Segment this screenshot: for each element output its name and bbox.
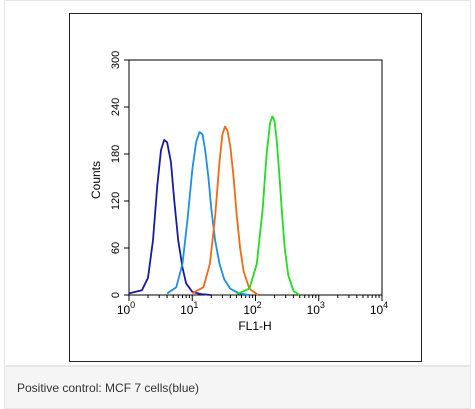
x-axis-label: FL1-H xyxy=(238,319,271,333)
x-tick-label: 101 xyxy=(180,300,198,317)
axes: 0 60 120 180 240 300 100 101 102 103 104 xyxy=(110,51,388,317)
histogram-line xyxy=(236,115,301,296)
x-tick-label: 100 xyxy=(117,300,135,317)
figure-frame: 0 60 120 180 240 300 100 101 102 103 104 Counts FL… xyxy=(4,0,471,366)
x-tick-label: 103 xyxy=(307,300,325,317)
chart-box: 0 60 120 180 240 300 100 101 102 103 104 Counts FL… xyxy=(69,13,422,362)
plot-area-border xyxy=(128,59,383,296)
x-tick-label: 102 xyxy=(243,300,261,317)
y-axis-label: Counts xyxy=(89,161,103,199)
y-tick-label: 300 xyxy=(110,51,122,69)
histogram-line xyxy=(128,139,212,296)
histogram-line xyxy=(166,131,250,296)
plot-lines xyxy=(128,115,301,296)
histogram-line xyxy=(191,125,259,296)
histogram-chart: 0 60 120 180 240 300 100 101 102 103 104 Counts FL… xyxy=(89,51,388,333)
y-tick-label: 0 xyxy=(110,292,122,298)
y-tick-label: 180 xyxy=(110,145,122,163)
caption-bar: Positive control: MCF 7 cells(blue) xyxy=(4,366,471,409)
y-tick-label: 240 xyxy=(110,98,122,116)
y-tick-label: 60 xyxy=(110,242,122,254)
x-tick-label: 104 xyxy=(370,300,388,317)
y-tick-label: 120 xyxy=(110,192,122,210)
figure-caption: Positive control: MCF 7 cells(blue) xyxy=(17,381,200,395)
